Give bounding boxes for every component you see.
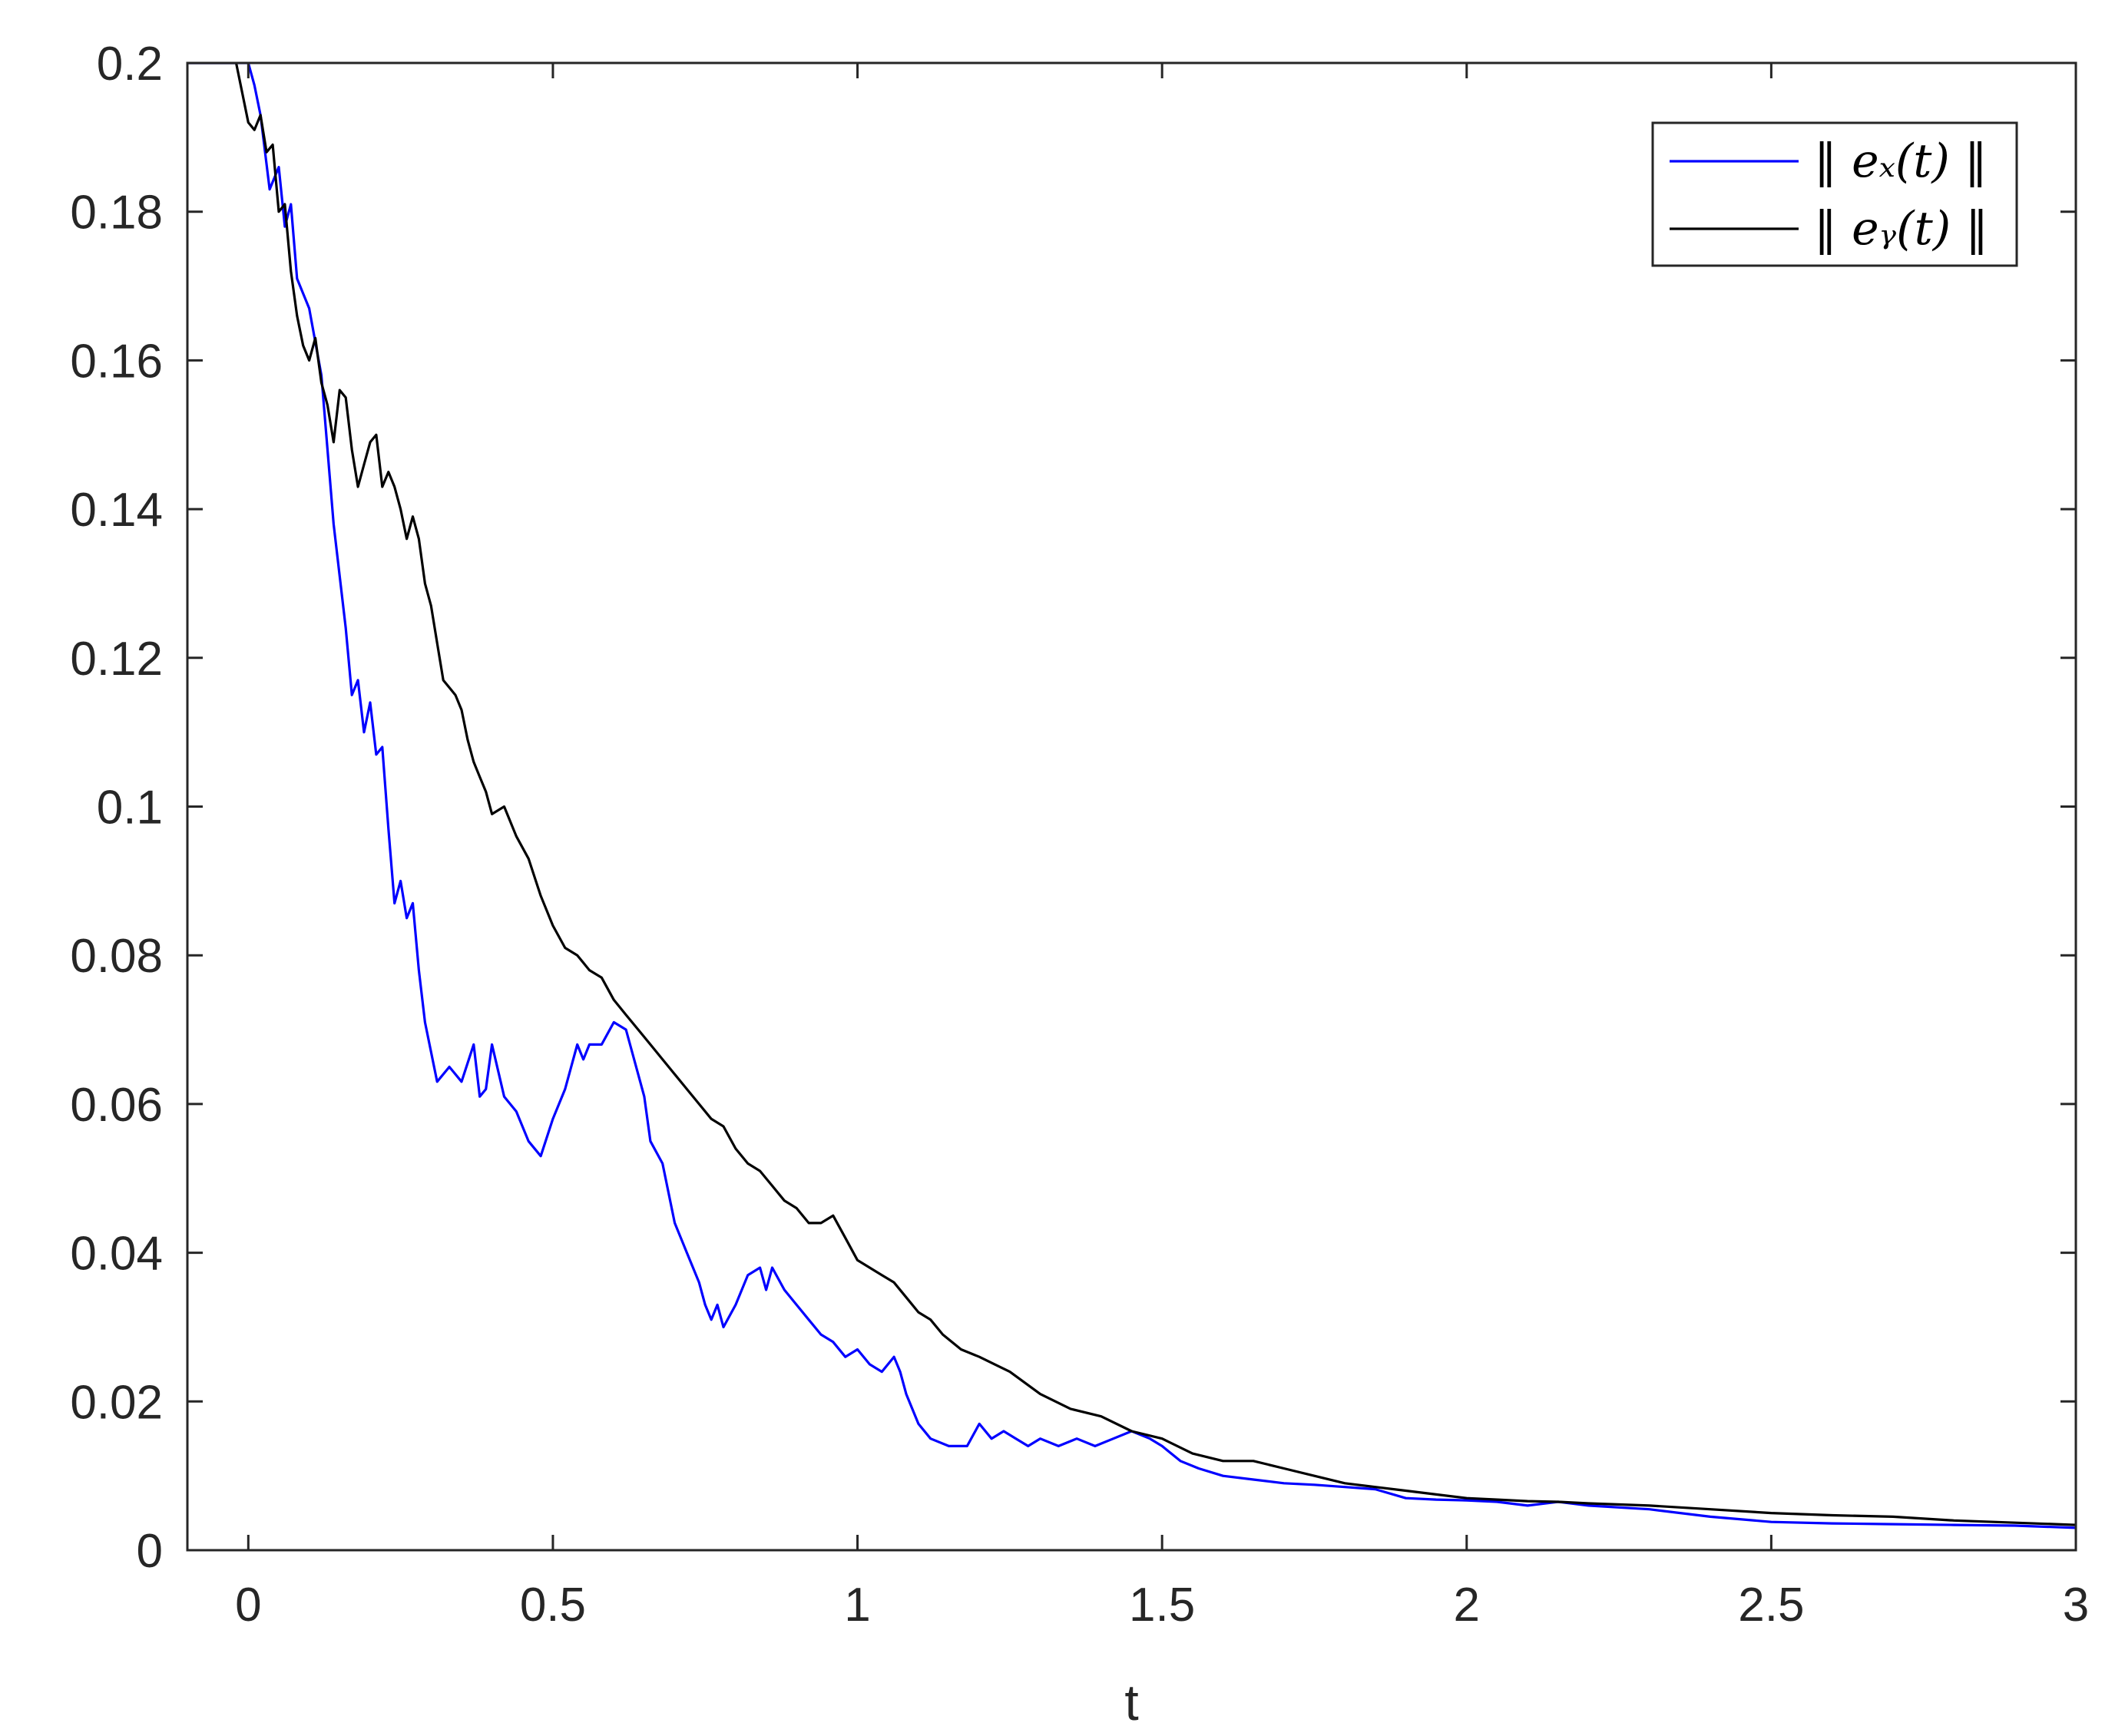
axes-layer: 0 0.5 1 1.5 2 2.5 3 0 0.02 0.04 0.06 0.08 0.1 0.12 0.1… (70, 38, 2089, 1731)
x-tick-label: 2.5 (1738, 1579, 1804, 1632)
series-layer (187, 63, 2076, 1529)
y-tick-label: 0.08 (70, 930, 163, 983)
y-tick-label: 0.1 (97, 782, 163, 835)
x-tick-label: 2 (1454, 1579, 1480, 1632)
series-line-ey (187, 63, 2076, 1526)
y-tick-label: 0.06 (70, 1079, 163, 1132)
y-tick-label: 0.16 (70, 335, 163, 388)
y-tick-label: 0.18 (70, 187, 163, 240)
y-tick-label: 0.14 (70, 484, 163, 537)
series-line-ex (187, 63, 2076, 1529)
y-tick-label: 0.02 (70, 1376, 163, 1429)
x-tick-label: 0.5 (520, 1579, 586, 1632)
legend-label-ex: ‖ eₓ(t) ‖ (1814, 134, 1988, 188)
x-tick-label: 1.5 (1129, 1579, 1195, 1632)
y-tick-label: 0 (137, 1525, 163, 1578)
legend-label-ey: ‖ eᵧ(t) ‖ (1814, 202, 1988, 256)
legend: ‖ eₓ(t) ‖ ‖ eᵧ(t) ‖ (1651, 121, 2018, 267)
x-axis-label: t (1124, 1674, 1138, 1731)
legend-box (1651, 121, 2018, 267)
y-tick-label: 0.2 (97, 38, 163, 91)
x-tick-label: 0 (235, 1579, 261, 1632)
y-tick-label: 0.12 (70, 633, 163, 686)
y-tick-label: 0.04 (70, 1228, 163, 1281)
x-tick-label: 1 (844, 1579, 870, 1632)
x-tick-label: 3 (2063, 1579, 2089, 1632)
